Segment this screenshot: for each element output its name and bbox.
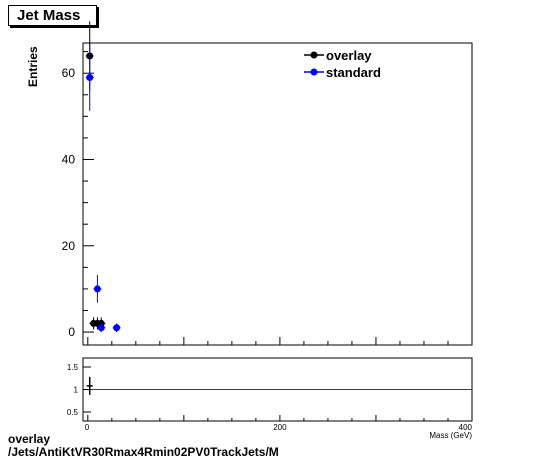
y-tick-label: 60 [62,66,76,80]
y-tick-label: 20 [62,239,76,253]
legend-marker-standard [310,68,318,76]
main-plot-frame [82,42,473,346]
histogram-title: Jet Mass [17,7,81,24]
standard-point [97,324,105,332]
ratio-y-tick-label: 0.5 [67,408,79,417]
footer-caption: overlay /Jets/AntiKtVR30Rmax4Rmin02PV0Tr… [8,433,279,459]
footer-line-1: overlay [8,432,51,446]
footer-line-2: /Jets/AntiKtVR30Rmax4Rmin02PV0TrackJets/… [8,445,279,459]
y-tick-label: 40 [62,152,76,166]
legend-label-overlay: overlay [326,48,372,63]
x-axis-title: Mass (GeV) [429,431,472,440]
ratio-x-tick-label: 0 [85,423,90,432]
standard-point [113,324,121,332]
legend-marker-overlay [310,51,318,59]
ratio-y-tick-label: 1.5 [67,363,79,372]
ratio-x-tick-label: 400 [459,423,473,432]
legend-label-standard: standard [326,65,381,80]
main-plot: 0 20 40 60 Entries overlay standard [26,21,473,346]
y-axis-title: Entries [26,46,40,87]
ratio-x-tick-label: 200 [273,423,287,432]
standard-point [86,74,94,82]
y-tick-label: 0 [68,325,75,339]
standard-point [93,285,101,293]
histogram-title-box: Jet Mass [8,5,97,26]
ratio-y-tick-label: 1 [74,386,79,395]
